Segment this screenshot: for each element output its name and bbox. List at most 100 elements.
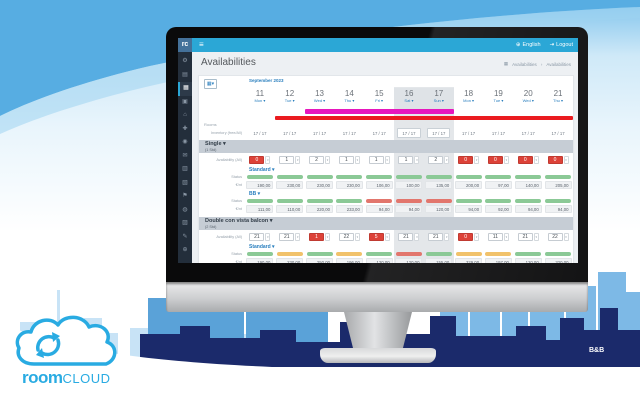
status-bar-open[interactable] xyxy=(515,198,542,203)
price-input[interactable]: 230,00 xyxy=(335,180,363,189)
price-input[interactable]: 140,00 xyxy=(514,180,542,189)
status-bar-open[interactable] xyxy=(246,174,273,179)
sidebar-item-dashboard-icon[interactable]: ▤ xyxy=(182,71,188,78)
availability-dropdown[interactable]: ▾ xyxy=(503,156,509,164)
availability-dropdown[interactable]: ▾ xyxy=(295,156,301,164)
price-input[interactable]: 329,00 xyxy=(455,257,483,263)
status-bar-open[interactable] xyxy=(306,251,333,256)
room-type-header[interactable]: Double con vista balcon ▾ (2 Std) xyxy=(199,217,573,230)
day-header-14[interactable]: 14 Thu ▾ xyxy=(334,88,364,109)
availability-input[interactable]: 1 xyxy=(309,233,325,241)
sidebar-item-users-icon[interactable]: ◉ xyxy=(182,139,188,145)
sidebar-item-rooms-icon[interactable]: ⌂ xyxy=(183,112,187,118)
price-input[interactable]: 155,00 xyxy=(425,257,453,263)
status-bar-warn[interactable] xyxy=(336,251,363,256)
availability-dropdown[interactable]: ▾ xyxy=(384,156,390,164)
status-bar-open[interactable] xyxy=(455,174,482,179)
sidebar-item-billing-icon[interactable]: ▧ xyxy=(182,179,188,186)
availability-input[interactable]: 21 xyxy=(279,233,295,241)
price-input[interactable]: 94,00 xyxy=(395,204,423,213)
availability-input[interactable]: 0 xyxy=(458,156,474,164)
availability-dropdown[interactable]: ▾ xyxy=(414,156,420,164)
day-header-20[interactable]: 20 Wed ▾ xyxy=(513,88,543,109)
sidebar-item-bookings-icon[interactable]: ▣ xyxy=(182,98,188,105)
day-name-dropdown[interactable]: Thu ▾ xyxy=(553,98,564,103)
status-bar-closed[interactable] xyxy=(366,198,393,203)
status-bar-warn[interactable] xyxy=(485,251,512,256)
availability-dropdown[interactable]: ▾ xyxy=(325,156,331,164)
status-bar-open[interactable] xyxy=(545,174,572,179)
availability-dropdown[interactable]: ▾ xyxy=(325,233,331,241)
availability-input[interactable]: 22 xyxy=(338,233,354,241)
rate-name-link[interactable]: BB ▾ xyxy=(249,191,261,197)
sidebar-item-offers-icon[interactable]: ✚ xyxy=(182,125,188,132)
language-menu[interactable]: ⊕ English xyxy=(515,42,541,48)
availability-input[interactable]: 22 xyxy=(547,233,563,241)
hamburger-icon[interactable]: ≡ xyxy=(199,40,204,49)
status-bar-open[interactable] xyxy=(545,198,572,203)
availability-input[interactable]: 2 xyxy=(309,156,325,164)
status-bar-open[interactable] xyxy=(425,251,452,256)
availability-input[interactable]: 21 xyxy=(428,233,444,241)
price-input[interactable]: 135,00 xyxy=(425,180,453,189)
price-input[interactable]: 233,00 xyxy=(335,204,363,213)
status-bar-open[interactable] xyxy=(515,174,542,179)
price-input[interactable]: 320,00 xyxy=(544,257,572,263)
day-name-dropdown[interactable]: Tue ▾ xyxy=(284,98,295,103)
rate-name-link[interactable]: Standard ▾ xyxy=(249,244,275,250)
sidebar-item-availabilities-icon[interactable]: ▦ xyxy=(178,82,192,96)
status-bar-open[interactable] xyxy=(306,198,333,203)
availability-dropdown[interactable]: ▾ xyxy=(474,156,480,164)
availability-input[interactable]: 0 xyxy=(249,156,265,164)
price-input[interactable]: 200,00 xyxy=(455,180,483,189)
availability-dropdown[interactable]: ▾ xyxy=(414,233,420,241)
availability-input[interactable]: 21 xyxy=(249,233,265,241)
price-input[interactable]: 94,00 xyxy=(365,204,393,213)
availability-input[interactable]: 0 xyxy=(487,156,503,164)
day-name-dropdown[interactable]: Sat ▾ xyxy=(404,98,414,103)
availability-input[interactable]: 21 xyxy=(517,233,533,241)
availability-dropdown[interactable]: ▾ xyxy=(474,233,480,241)
availability-input[interactable]: 0 xyxy=(547,156,563,164)
day-name-dropdown[interactable]: Wed ▾ xyxy=(313,98,326,103)
day-name-dropdown[interactable]: Tue ▾ xyxy=(493,98,504,103)
availability-dropdown[interactable]: ▾ xyxy=(384,233,390,241)
day-name-dropdown[interactable]: Thu ▾ xyxy=(344,98,355,103)
price-input[interactable]: 190,00 xyxy=(246,257,274,263)
sidebar-item-tools-icon[interactable]: ✎ xyxy=(182,233,188,240)
sidebar-item-channels-icon[interactable]: ⚑ xyxy=(182,193,188,199)
logout-button[interactable]: ⇥ Logout xyxy=(549,42,573,48)
status-bar-warn[interactable] xyxy=(276,251,303,256)
price-input[interactable]: 196,00 xyxy=(335,257,363,263)
day-header-21[interactable]: 21 Thu ▾ xyxy=(543,88,573,109)
availability-dropdown[interactable]: ▾ xyxy=(354,156,360,164)
status-bar-open[interactable] xyxy=(425,174,452,179)
price-input[interactable]: 92,00 xyxy=(484,204,512,213)
sidebar-item-help-icon[interactable]: ⊕ xyxy=(182,247,188,253)
price-input[interactable]: 97,00 xyxy=(484,180,512,189)
availability-input[interactable]: 5 xyxy=(368,233,384,241)
availability-dropdown[interactable]: ▾ xyxy=(563,233,569,241)
breadcrumb-item[interactable]: Availabilities xyxy=(512,61,537,67)
status-bar-open[interactable] xyxy=(336,174,363,179)
sidebar-item-reports-icon[interactable]: ▨ xyxy=(182,220,188,226)
availability-input[interactable]: 1 xyxy=(338,156,354,164)
availability-dropdown[interactable]: ▾ xyxy=(533,233,539,241)
day-header-15[interactable]: 15 Fri ▾ xyxy=(364,88,394,109)
availability-input[interactable]: 21 xyxy=(398,233,414,241)
status-bar-open[interactable] xyxy=(515,251,542,256)
price-input[interactable]: 250,00 xyxy=(306,257,334,263)
price-input[interactable]: 120,00 xyxy=(425,204,453,213)
status-bar-closed[interactable] xyxy=(425,198,452,203)
status-bar-open[interactable] xyxy=(246,251,273,256)
day-header-11[interactable]: 11 Mon ▾ xyxy=(245,88,275,109)
price-input[interactable]: 111,00 xyxy=(246,204,274,213)
price-input[interactable]: 106,00 xyxy=(365,180,393,189)
status-bar-open[interactable] xyxy=(276,198,303,203)
availability-input[interactable]: 0 xyxy=(517,156,533,164)
availability-dropdown[interactable]: ▾ xyxy=(354,233,360,241)
day-name-dropdown[interactable]: Mon ▾ xyxy=(463,98,475,103)
availability-input[interactable]: 1 xyxy=(368,156,384,164)
availability-dropdown[interactable]: ▾ xyxy=(295,233,301,241)
day-header-13[interactable]: 13 Wed ▾ xyxy=(305,88,335,109)
